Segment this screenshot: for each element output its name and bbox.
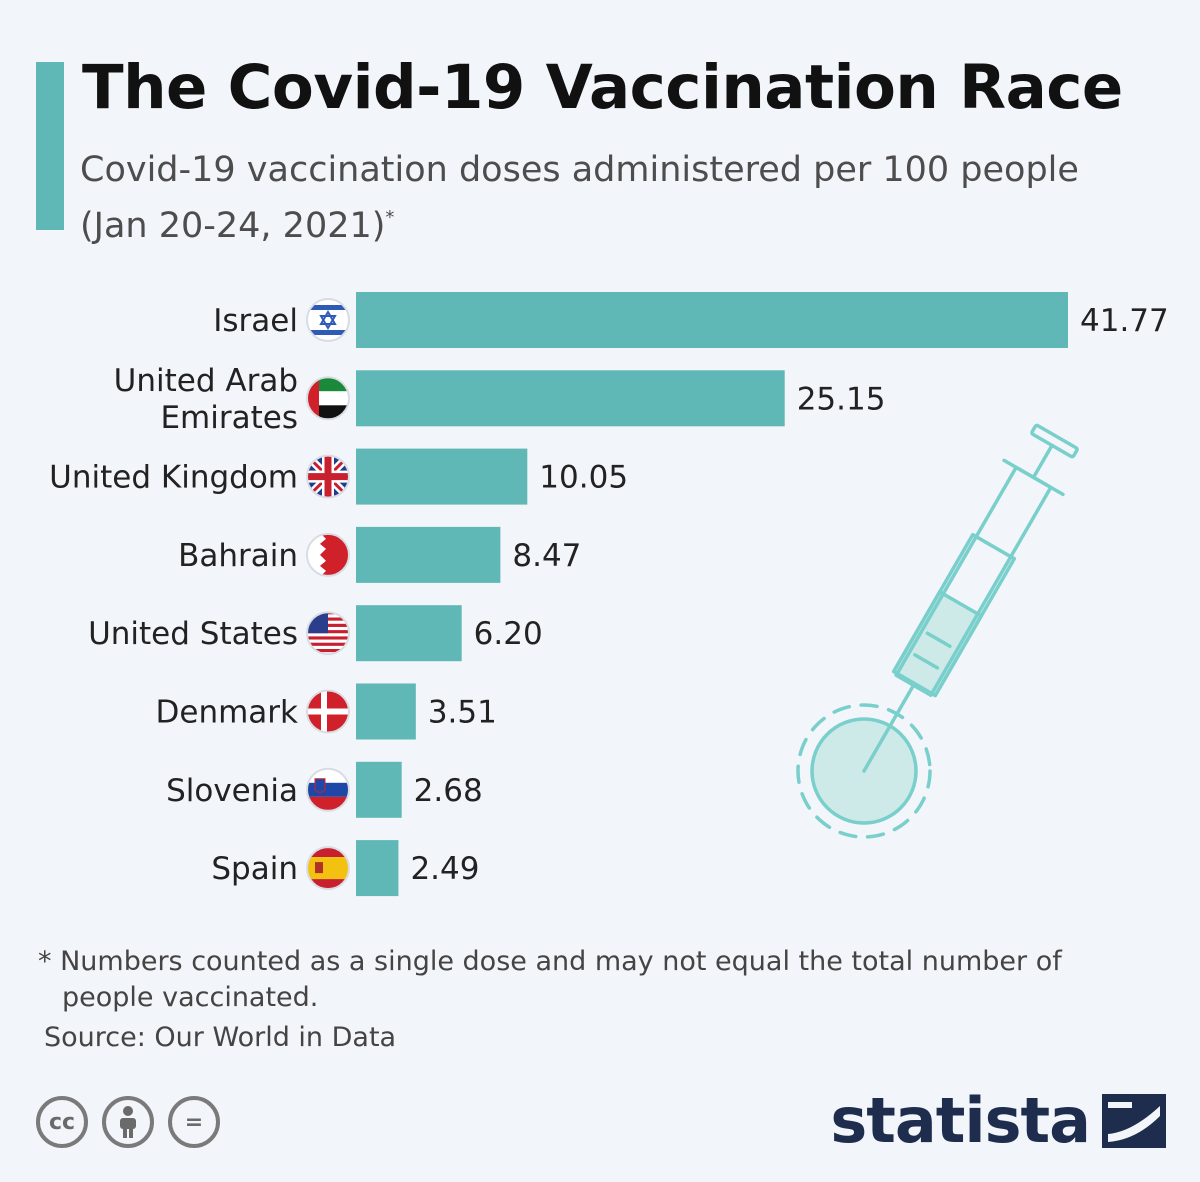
category-label-united-kingdom: United Kingdom	[49, 460, 298, 496]
bar-denmark	[356, 683, 416, 740]
brand-name: statista	[830, 1084, 1091, 1157]
value-label-united-states: 6.20	[474, 616, 543, 652]
category-label-line: United States	[88, 616, 298, 652]
bar-israel	[356, 292, 1068, 348]
statista-logo[interactable]: statista	[830, 1084, 1166, 1157]
value-label-united-arab-emirates: 25.15	[797, 381, 886, 417]
no-derivatives-icon[interactable]: =	[168, 1096, 220, 1148]
category-label-line: Spain	[211, 851, 298, 887]
bar-united-kingdom	[356, 448, 528, 505]
syringe-virus-icon	[796, 423, 1079, 839]
spain-flag-icon	[306, 846, 350, 891]
category-label-israel: Israel	[213, 303, 298, 339]
bar-chart: 41.77 Israel 25.15 United Arab Emirates 10.05…	[49, 292, 1169, 897]
bars-layer: 41.77 Israel 25.15 United Arab Emirates 10.05…	[49, 292, 1169, 897]
slovenia-flag-icon	[306, 767, 350, 812]
attribution-icon[interactable]	[102, 1096, 154, 1148]
subtitle-footnote-mark: *	[385, 207, 395, 228]
category-label-line: Emirates	[160, 400, 298, 436]
category-label-line: Denmark	[156, 695, 299, 731]
bar-bahrain	[356, 526, 501, 583]
bahrain-flag-icon	[306, 532, 350, 577]
source-note: Source: Our World in Data	[44, 1022, 397, 1053]
category-label-slovenia: Slovenia	[166, 773, 298, 809]
value-label-slovenia: 2.68	[414, 773, 483, 809]
us-flag-icon	[306, 611, 350, 656]
category-label-denmark: Denmark	[156, 695, 299, 731]
israel-flag-icon	[306, 298, 350, 342]
footnote: * Numbers counted as a single dose and m…	[38, 946, 1062, 1013]
category-label-line: Israel	[213, 303, 298, 339]
value-label-bahrain: 8.47	[512, 538, 581, 574]
uk-flag-icon	[306, 454, 350, 499]
category-label-line: Slovenia	[166, 773, 298, 809]
value-label-spain: 2.49	[410, 851, 479, 887]
bar-united-arab-emirates	[356, 370, 785, 427]
category-label-line: Bahrain	[178, 538, 298, 574]
subtitle-text: Covid-19 vaccination doses administered …	[80, 150, 1079, 246]
category-label-spain: Spain	[211, 851, 298, 887]
value-label-denmark: 3.51	[428, 695, 497, 731]
denmark-flag-icon	[306, 689, 350, 734]
page-title: The Covid-19 Vaccination Race	[82, 52, 1123, 123]
license-icons: cc =	[36, 1096, 220, 1148]
bar-spain	[356, 840, 399, 897]
page-subtitle: Covid-19 vaccination doses administered …	[80, 146, 1140, 250]
category-label-bahrain: Bahrain	[178, 538, 298, 574]
category-label-line: United Kingdom	[49, 460, 298, 496]
statista-mark-icon	[1102, 1093, 1166, 1148]
title-accent-bar	[36, 62, 64, 230]
category-label-line: United Arab	[114, 363, 298, 399]
value-label-israel: 41.77	[1080, 303, 1169, 339]
category-label-united-states: United States	[88, 616, 298, 652]
bar-united-states	[356, 605, 462, 662]
person-glyph	[120, 1106, 136, 1138]
cc-icon[interactable]: cc	[36, 1096, 88, 1148]
bar-slovenia	[356, 761, 402, 818]
uae-flag-icon	[306, 376, 350, 421]
category-label-united-arab-emirates: United Arab Emirates	[114, 363, 298, 436]
value-label-united-kingdom: 10.05	[539, 460, 628, 496]
